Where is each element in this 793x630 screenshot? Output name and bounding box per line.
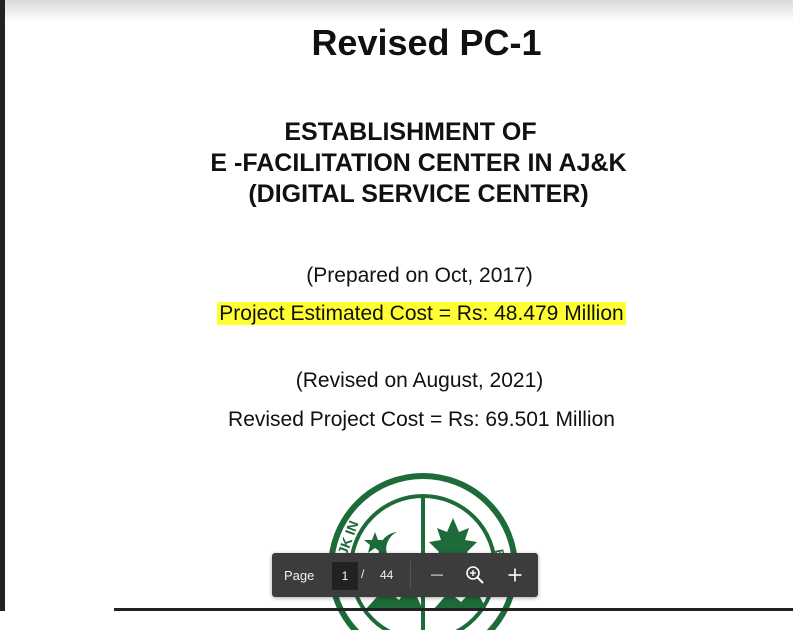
document-title: Revised PC-1 [311,22,542,63]
plus-icon [508,568,522,582]
left-edge [0,0,5,611]
document-page: Revised PC-1 ESTABLISHMENT OF E -FACILIT… [5,0,793,630]
estimated-cost-highlight: Project Estimated Cost = Rs: 48.479 Mill… [217,302,626,325]
star-icon [364,532,386,553]
prepared-date: (Prepared on Oct, 2017) [306,264,533,287]
fit-page-button[interactable] [461,561,489,589]
subtitle-line-1: ESTABLISHMENT OF [284,118,537,146]
subtitle-line-2: E -FACILITATION CENTER IN AJ&K [210,149,627,177]
subtitle-line-3: (DIGITAL SERVICE CENTER) [248,180,589,208]
page-number-input[interactable] [332,562,358,590]
bottom-edge [114,608,793,611]
zoom-in-button[interactable] [501,561,529,589]
toolbar-divider [410,561,411,589]
zoom-fit-icon [466,566,484,584]
top-shadow [0,0,793,22]
minus-icon [431,574,443,576]
page-toolbar: Page / 44 [272,553,538,597]
zoom-out-button[interactable] [423,561,451,589]
total-pages: 44 [380,568,394,582]
page-separator: / [361,567,365,581]
revised-date: (Revised on August, 2021) [295,369,544,392]
page-label: Page [284,568,315,583]
revised-cost: Revised Project Cost = Rs: 69.501 Millio… [228,408,615,431]
estimated-cost-line: Project Estimated Cost = Rs: 48.479 Mill… [5,302,793,326]
board-logo: AJK IN BOARD [328,473,518,630]
